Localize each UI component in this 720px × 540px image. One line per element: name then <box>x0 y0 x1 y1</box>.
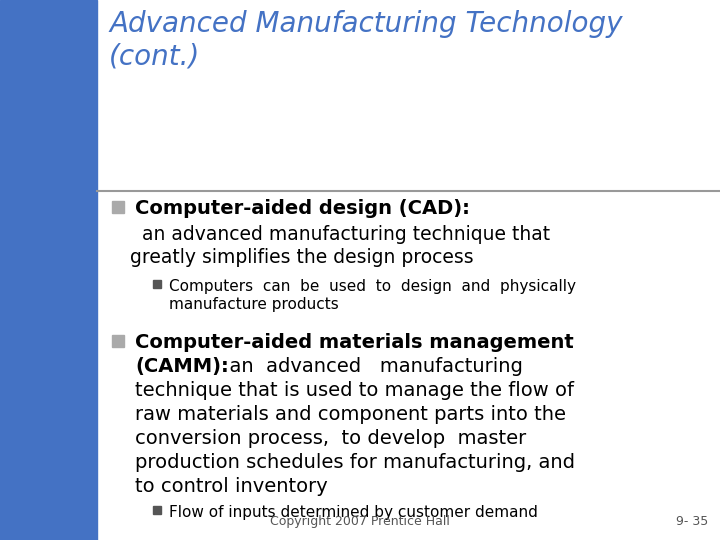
Bar <box>112 335 124 347</box>
Text: Computer-aided materials management: Computer-aided materials management <box>135 333 574 352</box>
Bar <box>153 280 161 288</box>
Text: (cont.): (cont.) <box>109 42 200 70</box>
Text: Copyright 2007 Prentice Hall: Copyright 2007 Prentice Hall <box>270 515 450 528</box>
Text: Advanced Manufacturing Technology: Advanced Manufacturing Technology <box>109 10 623 38</box>
Text: to control inventory: to control inventory <box>135 477 328 496</box>
Text: Computers  can  be  used  to  design  and  physically
manufacture products: Computers can be used to design and phys… <box>169 279 576 312</box>
Text: (CAMM):: (CAMM): <box>135 357 229 376</box>
Bar <box>153 506 161 514</box>
Text: Flow of inputs determined by customer demand: Flow of inputs determined by customer de… <box>169 505 538 520</box>
Bar <box>0 0 97 540</box>
Text: an  advanced   manufacturing: an advanced manufacturing <box>217 357 523 376</box>
Text: technique that is used to manage the flow of: technique that is used to manage the flo… <box>135 381 574 400</box>
Text: Computer-aided design (CAD):: Computer-aided design (CAD): <box>135 199 470 218</box>
Text: 9- 35: 9- 35 <box>676 515 708 528</box>
Bar <box>112 201 124 213</box>
Text: conversion process,  to develop  master: conversion process, to develop master <box>135 429 526 448</box>
Text: raw materials and component parts into the: raw materials and component parts into t… <box>135 405 566 424</box>
Text: production schedules for manufacturing, and: production schedules for manufacturing, … <box>135 453 575 472</box>
Text: an advanced manufacturing technique that
greatly simplifies the design process: an advanced manufacturing technique that… <box>130 225 550 267</box>
